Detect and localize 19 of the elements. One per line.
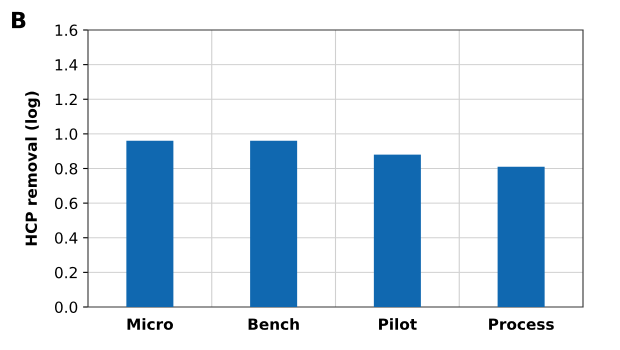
- y-tick-label: 0.2: [54, 266, 77, 278]
- y-tick-label: 1.6: [56, 24, 78, 36]
- y-tick-label: 1.0: [56, 128, 78, 140]
- y-axis-title: HCP removal (log): [25, 92, 40, 246]
- chart-title: B: [12, 12, 26, 28]
- x-tick-label: Bench: [248, 318, 299, 330]
- x-tick-label: Process: [489, 318, 554, 330]
- y-tick-label: 1.2: [56, 94, 77, 106]
- y-tick-label: 0.0: [54, 301, 78, 314]
- y-tick-label: 0.8: [54, 162, 78, 175]
- bar: [498, 166, 545, 307]
- x-tick-label: Pilot: [379, 318, 417, 330]
- bar: [250, 140, 298, 307]
- y-tick-label: 0.6: [54, 198, 78, 210]
- bar: [374, 154, 421, 307]
- x-tick-label: Micro: [128, 318, 173, 330]
- y-tick-label: 0.4: [54, 232, 78, 244]
- y-tick-label: 1.4: [56, 59, 78, 70]
- bar: [126, 140, 174, 307]
